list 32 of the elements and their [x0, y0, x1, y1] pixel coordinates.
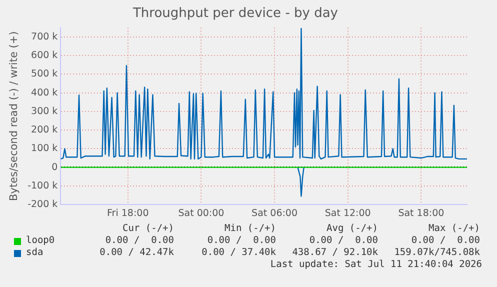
text: 438.67 / 92.10k [292, 247, 378, 258]
x-tick-label: Fri 18:00 [107, 208, 149, 219]
x-tick-label: Sat 00:00 [178, 208, 224, 219]
text: 0.00 / 0.00 [309, 235, 378, 246]
y-tick-label: -200 k [28, 199, 58, 210]
legend-label: sda [26, 247, 44, 258]
y-tick-label: 0 [52, 162, 58, 173]
text: Min (-/+) [224, 223, 276, 234]
text: Avg (-/+) [326, 223, 378, 234]
y-tick-label: 400 k [31, 87, 58, 98]
y-tick-label: 500 k [31, 68, 58, 80]
text: Cur (-/+) [122, 223, 174, 234]
y-axis-title: Bytes/second read (-) / write (+) [8, 31, 20, 201]
text: Max (-/+) [428, 223, 480, 234]
x-tick-label: Sat 12:00 [324, 208, 371, 219]
y-tick-label: 600 k [31, 50, 58, 62]
y-tick-label: 300 k [31, 106, 58, 117]
text: 0.00 / 0.00 [411, 235, 480, 246]
text: 0.00 / 0.00 [207, 235, 276, 246]
y-tick-label: 100 k [31, 143, 58, 154]
y-tick-label: -100 k [28, 180, 58, 192]
text: Last update: Sat Jul 11 21:40:04 2026 [270, 259, 482, 270]
text: 159.07k/745.08k [394, 247, 480, 258]
text: 0.00 / 42.47k [100, 247, 174, 258]
x-tick-label: Sat 18:00 [398, 208, 444, 219]
chart-title: Throughput per device - by day [132, 6, 338, 22]
text: 0.00 / 0.00 [105, 235, 174, 246]
legend-label: loop0 [26, 235, 55, 246]
y-tick-label: 700 k [31, 31, 58, 42]
x-tick-label: Sat 06:00 [252, 208, 298, 219]
text: 0.00 / 37.40k [202, 247, 276, 258]
y-tick-label: 200 k [31, 124, 58, 136]
